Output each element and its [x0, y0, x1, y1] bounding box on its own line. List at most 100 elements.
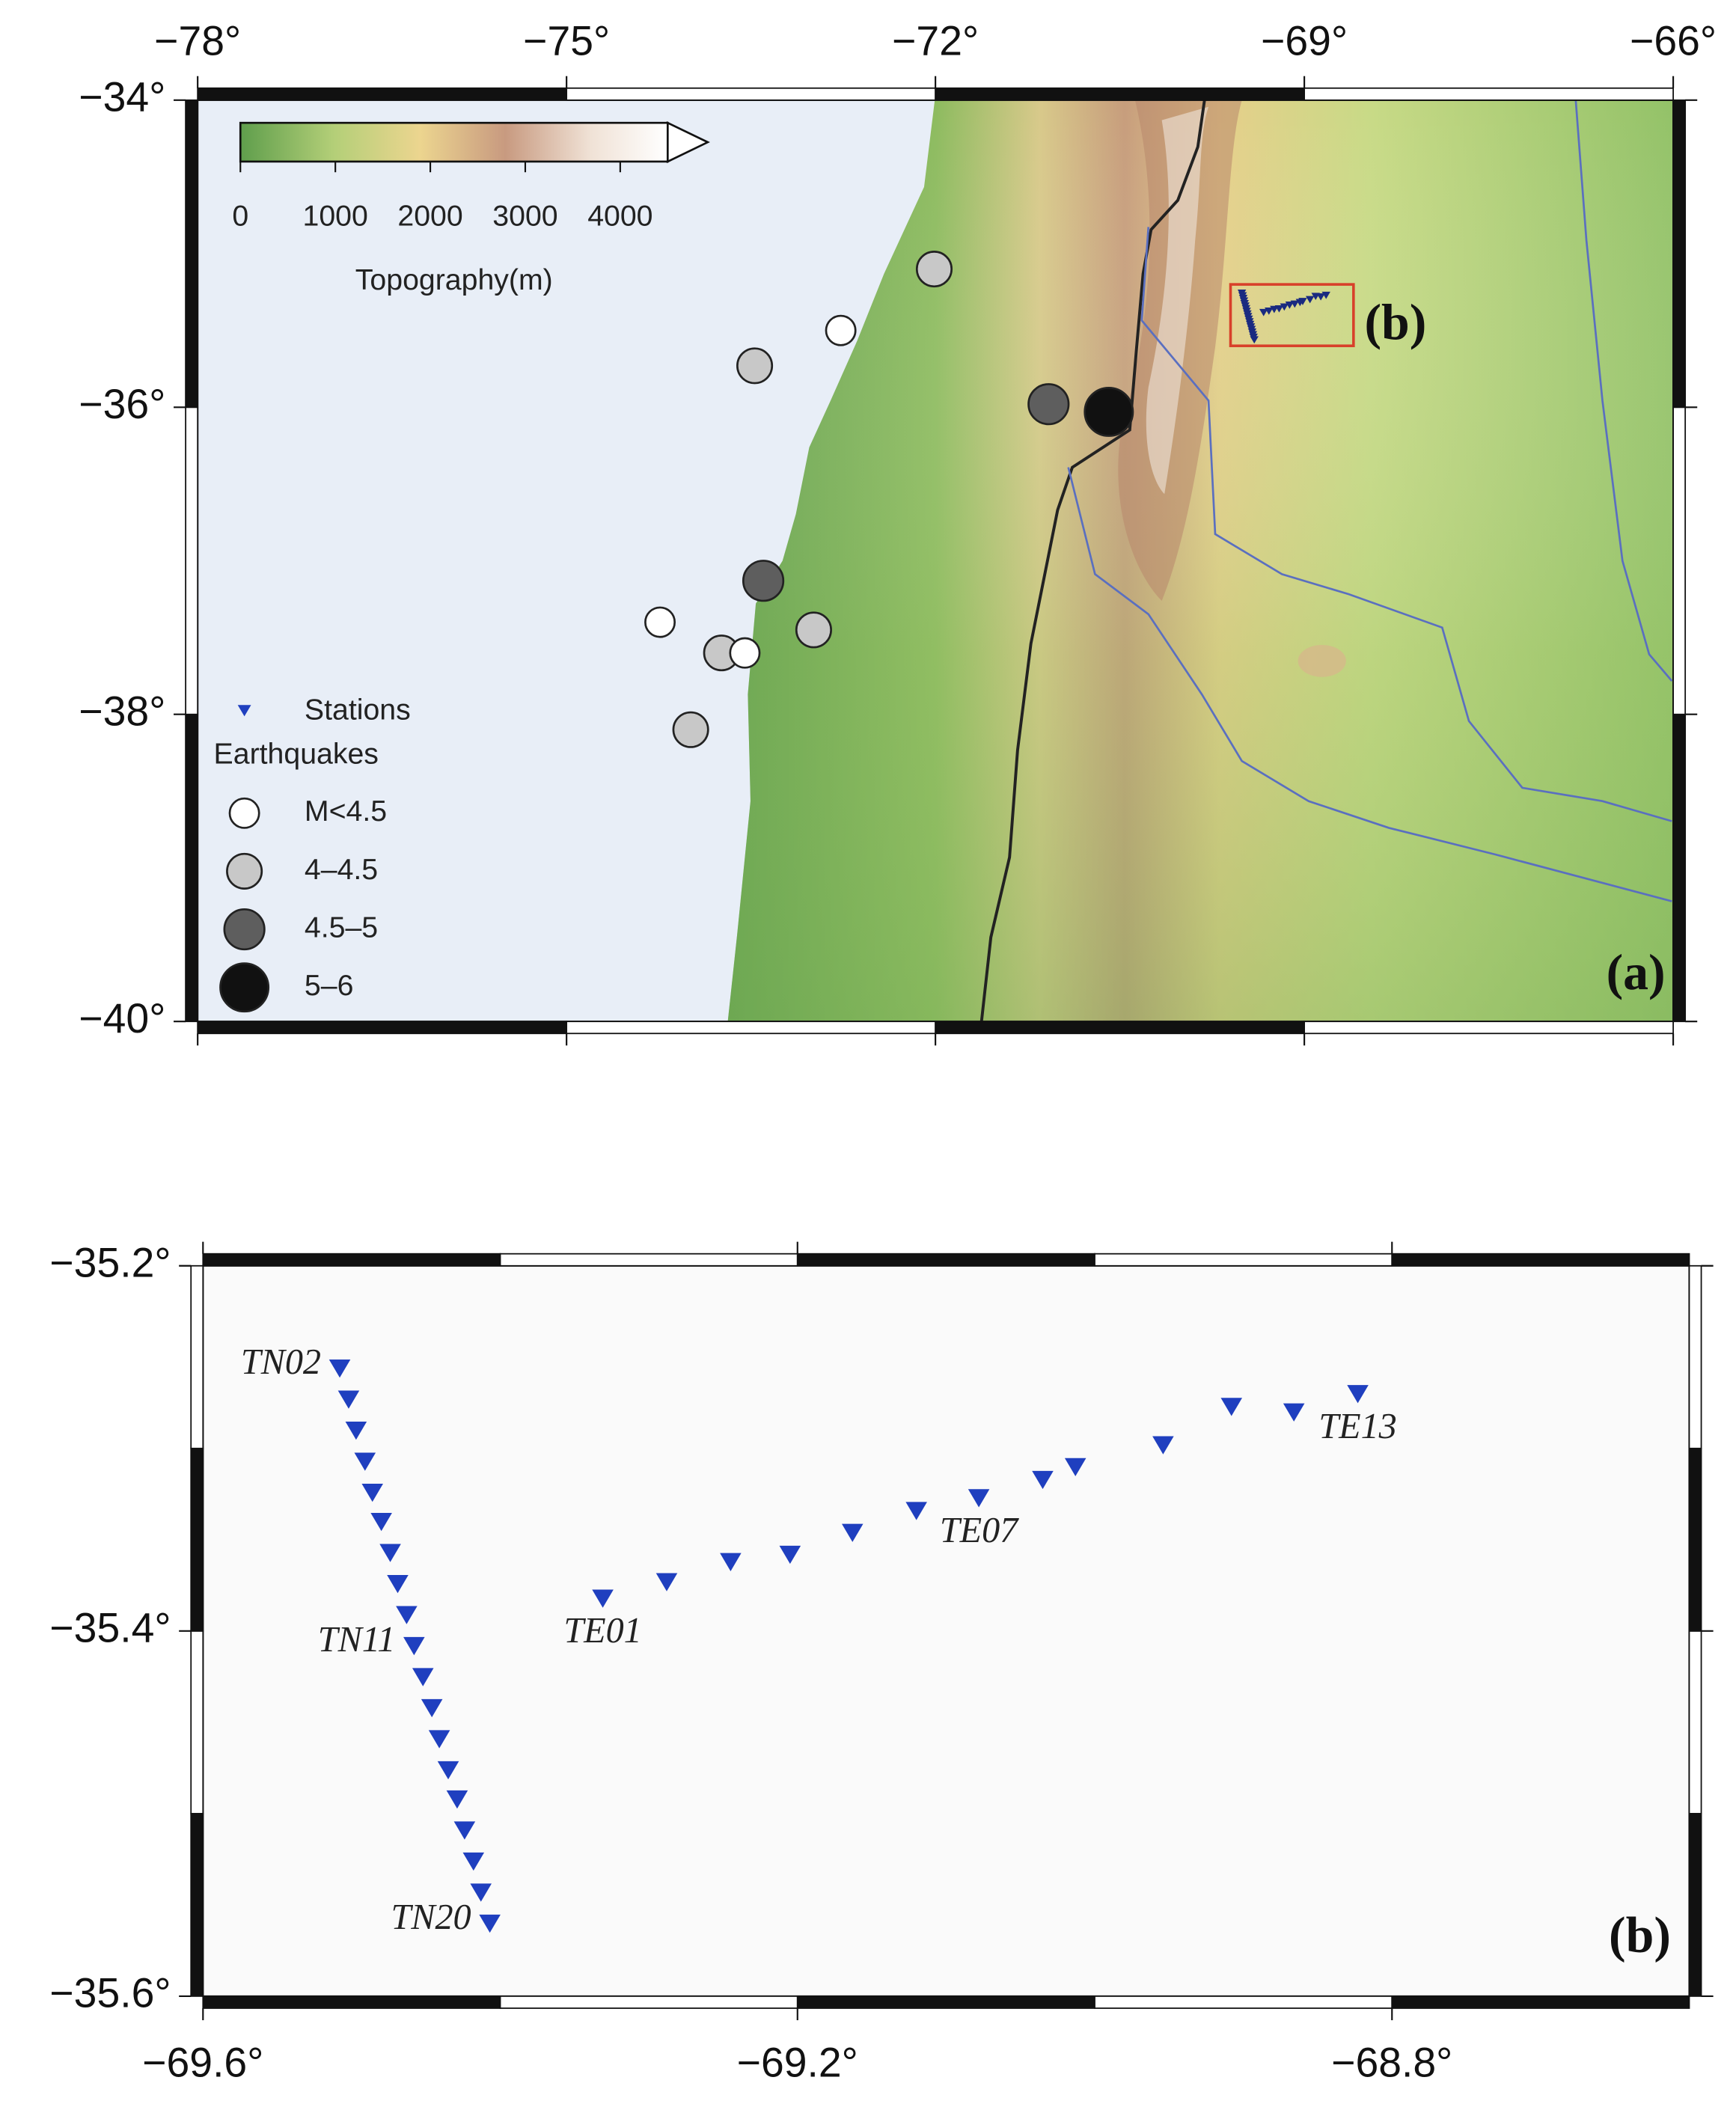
frame-bar — [185, 713, 199, 1023]
station — [453, 1821, 476, 1840]
frame-bar — [1391, 1996, 1690, 2009]
earthquake — [795, 611, 832, 649]
inset-station — [1316, 293, 1325, 301]
inset-station — [1274, 305, 1284, 313]
colorbar-title: Topography(m) — [355, 263, 553, 296]
colorbar-tick-label: 0 — [232, 199, 248, 232]
inset-station — [1250, 336, 1259, 344]
legend-symbol — [223, 908, 266, 951]
frame-bar — [1688, 1630, 1702, 1814]
inset-station — [1290, 300, 1299, 308]
frame-bar — [935, 1021, 1305, 1035]
station — [370, 1512, 392, 1532]
legend-symbol — [219, 962, 270, 1013]
legend-label: 4.5–5 — [305, 911, 378, 944]
x-tick-label: −66° — [1630, 17, 1717, 64]
province-line — [1574, 100, 1673, 682]
inset-box — [1229, 283, 1355, 347]
frame-bar — [185, 99, 199, 409]
station — [396, 1606, 418, 1624]
frame-bar — [1688, 1264, 1702, 1449]
x-tick-label: −68.8° — [1331, 2039, 1452, 2085]
earthquake — [644, 606, 676, 638]
frame-bar — [935, 87, 1305, 101]
frame-bar — [1672, 713, 1687, 1023]
colorbar-tick-label: 3000 — [492, 199, 557, 232]
colorbar-tick-label: 2000 — [397, 199, 462, 232]
station — [328, 1359, 351, 1378]
legend-station-symbol — [237, 705, 251, 717]
station — [1283, 1403, 1305, 1422]
inset-station — [1305, 296, 1315, 304]
station-label: TE07 — [940, 1511, 1019, 1550]
station-label: TN11 — [318, 1620, 396, 1660]
legend-symbol — [226, 852, 263, 890]
inset-station — [1298, 298, 1307, 305]
y-tick-label: −38° — [79, 688, 165, 734]
frame-bar — [202, 1996, 501, 2009]
station — [462, 1852, 485, 1871]
frame-bar — [796, 1996, 1095, 2009]
x-tick-label: −69.2° — [737, 2039, 858, 2085]
volcano — [1298, 644, 1346, 677]
station — [337, 1390, 360, 1409]
station — [379, 1544, 401, 1562]
station — [470, 1883, 492, 1902]
inset-station — [1265, 308, 1274, 315]
station — [655, 1573, 678, 1591]
legend-label: M<4.5 — [305, 795, 387, 828]
station — [1032, 1470, 1054, 1490]
frame-bar — [566, 1021, 937, 1035]
earthquake — [736, 347, 774, 385]
y-tick-label: −35.4° — [49, 1604, 171, 1651]
station — [437, 1761, 459, 1780]
station — [428, 1730, 450, 1749]
frame-bar — [190, 1264, 204, 1449]
overlay: −78° −75° −72° −69° −66° −34° −36° −38° −40° −69.… — [49, 17, 1717, 2085]
frame-bar — [190, 1812, 204, 1997]
inset-label: (b) — [1364, 294, 1426, 350]
station — [592, 1589, 614, 1608]
station — [361, 1483, 383, 1502]
frame-bar — [202, 1253, 501, 1267]
frame-bar — [1672, 99, 1687, 409]
station — [403, 1636, 425, 1656]
andes-peaks — [1146, 106, 1209, 495]
earthquake — [729, 637, 761, 669]
station — [479, 1914, 501, 1933]
station-label: TN20 — [391, 1897, 471, 1937]
station — [1152, 1436, 1174, 1455]
panel-label: (a) — [1607, 944, 1666, 1000]
y-tick-label: −36° — [79, 381, 165, 427]
frame-bar — [197, 1021, 568, 1035]
station — [1064, 1458, 1086, 1477]
land-shade — [727, 100, 1674, 1022]
panel-background — [203, 1265, 1690, 1996]
x-tick-label: −75° — [523, 17, 610, 64]
x-tick-label: −69° — [1261, 17, 1348, 64]
frame-bar — [566, 87, 937, 101]
inset-station — [1280, 303, 1289, 311]
frame-bar — [1303, 87, 1674, 101]
colorbar-tick-label: 1000 — [302, 199, 367, 232]
station — [1347, 1385, 1369, 1404]
y-tick-label: −35.2° — [49, 1239, 171, 1285]
station — [387, 1574, 409, 1594]
station — [345, 1421, 367, 1440]
station — [412, 1668, 434, 1686]
frame-bar — [499, 1996, 798, 2009]
frame-bar — [796, 1253, 1095, 1267]
frame-bar — [499, 1253, 798, 1267]
frame-bar — [1688, 1812, 1702, 1997]
border — [979, 100, 1206, 1022]
frame-bar — [1672, 406, 1687, 715]
earthquake — [742, 560, 785, 602]
panel-label: (b) — [1609, 1907, 1671, 1963]
y-tick-label: −35.6° — [49, 1970, 171, 2016]
station — [421, 1698, 443, 1718]
y-tick-label: −40° — [79, 995, 165, 1042]
province-line — [1067, 467, 1672, 902]
station — [1220, 1398, 1243, 1416]
